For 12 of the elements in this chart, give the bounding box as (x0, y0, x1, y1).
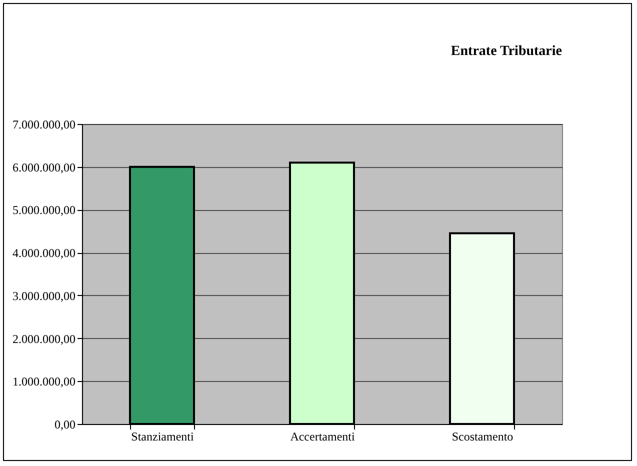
y-tick-label: 0,00 (54, 418, 76, 432)
y-tick-label: 3.000.000,00 (12, 288, 76, 303)
chart-title: Entrate Tributarie (450, 44, 562, 59)
x-tick-label: Stanziamenti (131, 430, 194, 444)
x-tick-label: Accertamenti (290, 430, 356, 444)
y-tick-label: 5.000.000,00 (12, 203, 76, 218)
y-tick-label: 4.000.000,00 (12, 246, 76, 260)
y-tick-label: 1.000.000,00 (12, 374, 76, 389)
y-tick-label: 7.000.000,00 (12, 118, 76, 132)
x-tick-label: Scostamento (452, 430, 514, 444)
y-tick-label: 2.000.000,00 (12, 332, 76, 346)
y-tick-label: 6.000.000,00 (12, 160, 76, 174)
